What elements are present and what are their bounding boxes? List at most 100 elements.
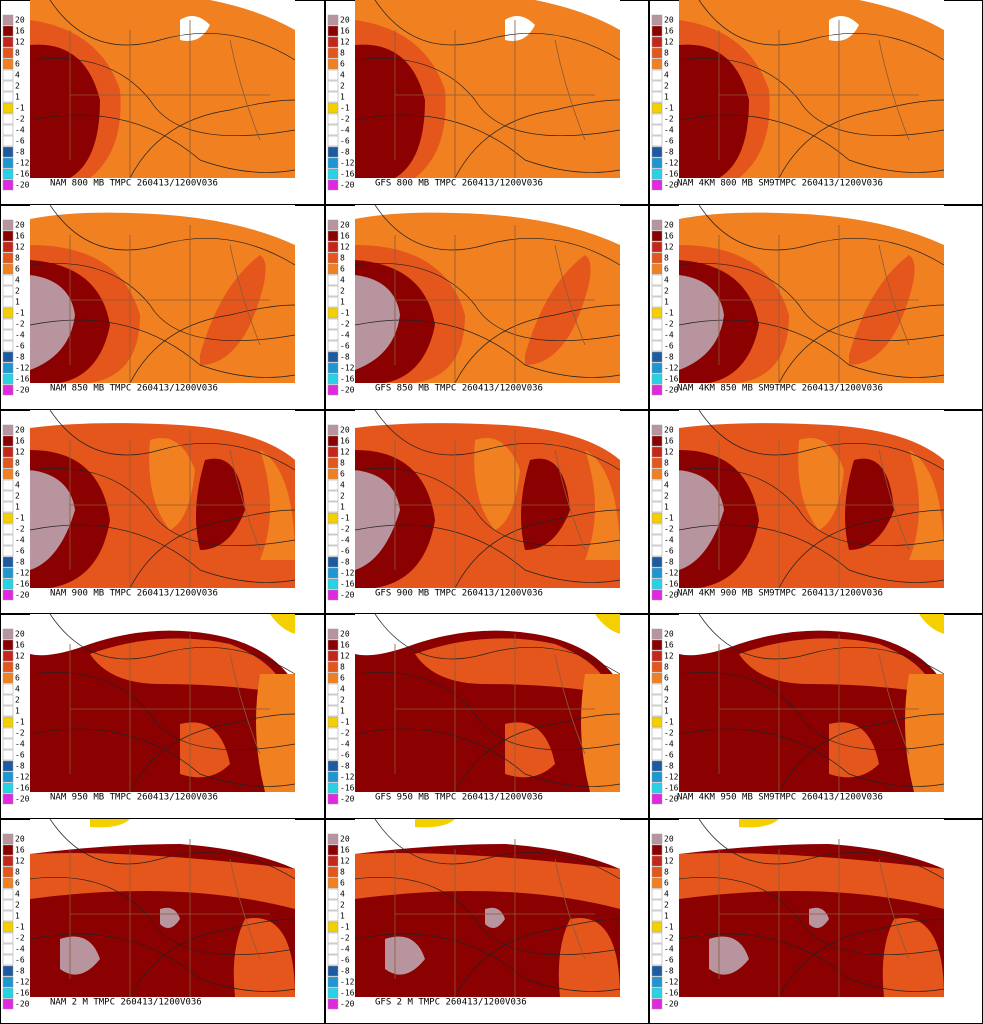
legend-swatch: [2, 782, 14, 794]
state-border: [394, 839, 595, 997]
legend-label: 8: [340, 254, 345, 263]
legend-label: 6: [340, 60, 345, 69]
legend-label: 6: [664, 674, 669, 683]
temperature-region: [535, 0, 620, 30]
contour-line: [354, 262, 621, 342]
legend-label: 12: [15, 652, 25, 661]
legend-label: 2: [664, 901, 669, 910]
legend-label: 1: [15, 503, 20, 512]
legend-swatch: [651, 329, 663, 341]
legend-label: 8: [340, 868, 345, 877]
legend-swatch: [327, 738, 339, 750]
temperature-region: [160, 907, 180, 928]
legend-label: 20: [340, 835, 350, 844]
contour-line: [678, 57, 945, 137]
legend-swatch: [327, 285, 339, 297]
legend-label: 4: [15, 71, 20, 80]
legend-swatch: [327, 855, 339, 867]
legend-label: -16: [664, 989, 679, 998]
legend-label: 12: [340, 857, 350, 866]
contour-line: [778, 918, 945, 998]
legend-swatch: [2, 168, 14, 180]
legend-label: -2: [15, 525, 25, 534]
temperature-region: [595, 614, 620, 634]
legend-swatch: [327, 921, 339, 933]
contour-line: [454, 99, 621, 179]
legend-swatch: [651, 943, 663, 955]
legend-label: 1: [340, 298, 345, 307]
contour-line: [29, 467, 296, 547]
panel: 20 16 12 8 6 4 2 1 -1 -2 -4 -6 -8 -12 -16 -20 GFS 850 MB…: [325, 204, 649, 410]
contour-line: [454, 304, 621, 384]
map: [29, 613, 296, 793]
temperature-region: [355, 614, 620, 684]
legend-swatch: [2, 351, 14, 363]
legend-label: 2: [340, 82, 345, 91]
legend-swatch: [2, 318, 14, 330]
temperature-region: [739, 819, 779, 828]
temperature-region: [679, 44, 749, 178]
legend-label: 6: [15, 674, 20, 683]
legend-label: 6: [15, 60, 20, 69]
legend-swatch: [2, 855, 14, 867]
legend-swatch: [651, 578, 663, 590]
contour-line: [29, 57, 296, 137]
legend-label: 12: [15, 448, 25, 457]
legend-label: 2: [15, 492, 20, 501]
legend-label: 12: [15, 857, 25, 866]
legend-swatch: [651, 760, 663, 772]
legend-swatch: [651, 672, 663, 684]
legend-label: 20: [664, 16, 674, 25]
map: [678, 613, 945, 793]
panel-caption: GFS 900 MB TMPC 260413/1200V036: [375, 589, 543, 599]
panel-caption: NAM 2 M TMPC 260413/1200V036: [50, 998, 202, 1008]
legend-swatch: [2, 307, 14, 319]
legend-label: -6: [340, 137, 350, 146]
legend-label: 2: [340, 696, 345, 705]
legend-swatch: [2, 976, 14, 988]
contour-line: [49, 818, 296, 880]
legend-label: -6: [664, 137, 674, 146]
legend-label: 16: [664, 437, 674, 446]
legend-label: -8: [15, 353, 25, 362]
panel-caption: NAM 4KM 950 MB SM9TMPC 260413/1200V036: [677, 793, 883, 803]
legend-label: -20: [340, 386, 355, 395]
panel-caption: NAM 800 MB TMPC 260413/1200V036: [50, 179, 218, 189]
legend-label: -2: [664, 525, 674, 534]
legend-label: -6: [15, 547, 25, 556]
legend-swatch: [327, 457, 339, 469]
legend-label: -4: [664, 536, 674, 545]
legend-label: 16: [15, 641, 25, 650]
legend-label: -12: [340, 159, 355, 168]
legend-swatch: [327, 694, 339, 706]
contour-line: [698, 409, 945, 471]
contour-line: [29, 262, 296, 342]
temperature-region: [798, 438, 844, 530]
legend-swatch: [327, 650, 339, 662]
legend-swatch: [651, 80, 663, 92]
legend-swatch: [651, 921, 663, 933]
legend-label: 8: [15, 49, 20, 58]
temperature-region: [90, 819, 130, 828]
temperature-region: [30, 614, 295, 684]
legend-label: 4: [340, 890, 345, 899]
legend-label: -2: [664, 320, 674, 329]
contour-line: [374, 818, 621, 880]
legend-swatch: [651, 296, 663, 308]
legend-swatch: [327, 866, 339, 878]
map: [354, 409, 621, 589]
state-border: [69, 634, 270, 792]
panel-caption: GFS 850 MB TMPC 260413/1200V036: [375, 384, 543, 394]
map: [29, 0, 296, 179]
temperature-region: [809, 907, 829, 928]
legend-label: -1: [15, 309, 25, 318]
legend-label: -16: [15, 170, 30, 179]
legend-label: 4: [15, 276, 20, 285]
legend-label: 1: [340, 93, 345, 102]
legend-swatch: [327, 69, 339, 81]
legend-swatch: [2, 578, 14, 590]
legend-swatch: [651, 168, 663, 180]
legend-swatch: [2, 910, 14, 922]
